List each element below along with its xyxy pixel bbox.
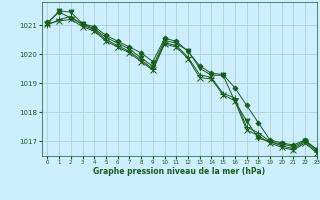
X-axis label: Graphe pression niveau de la mer (hPa): Graphe pression niveau de la mer (hPa) xyxy=(93,167,265,176)
